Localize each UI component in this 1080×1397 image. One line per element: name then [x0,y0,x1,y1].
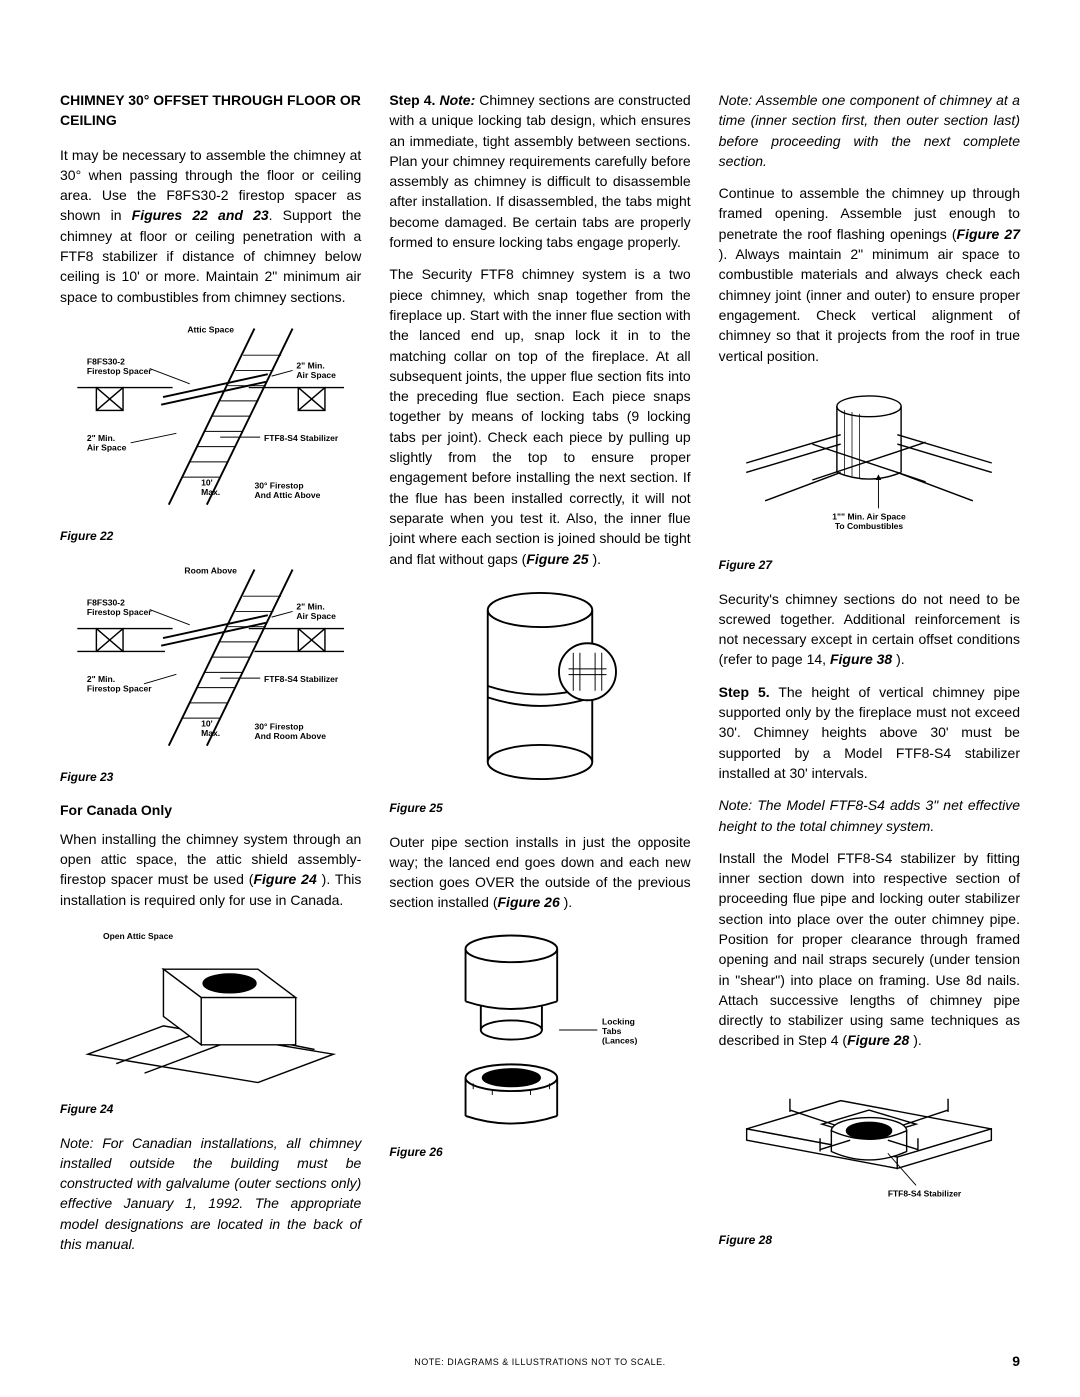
svg-text:30° Firestop: 30° Firestop [254,721,303,731]
column-3: Note: Assemble one component of chimney … [719,90,1020,1266]
canada-subheading: For Canada Only [60,800,361,820]
svg-text:2" Min.: 2" Min. [87,674,115,684]
figure-26-label: Figure 26 [389,1144,690,1161]
page-number: 9 [1012,1353,1020,1369]
svg-text:F8FS30-2: F8FS30-2 [87,597,125,607]
svg-text:Attic Space: Attic Space [187,324,234,334]
svg-text:FTF8-S4 Stabilizer: FTF8-S4 Stabilizer [264,674,339,684]
svg-text:FTF8-S4 Stabilizer: FTF8-S4 Stabilizer [264,433,339,443]
svg-text:And Attic Above: And Attic Above [254,490,320,500]
figure-27-diagram: 1"" Min. Air Space To Combustibles [719,378,1020,553]
paragraph: Outer pipe section installs in just the … [389,832,690,913]
figure-24-label: Figure 24 [60,1101,361,1118]
svg-text:Locking: Locking [602,1016,635,1026]
svg-text:Tabs: Tabs [602,1026,622,1036]
figure-24-diagram: Open Attic Space [60,922,361,1097]
svg-text:FTF8-S4 Stabilizer: FTF8-S4 Stabilizer [888,1188,962,1198]
svg-text:Air Space: Air Space [296,611,336,621]
svg-text:2" Min.: 2" Min. [296,360,324,370]
figure-28-diagram: FTF8-S4 Stabilizer [719,1063,1020,1228]
figure-23-label: Figure 23 [60,769,361,786]
svg-text:1"" Min. Air Space: 1"" Min. Air Space [833,512,907,522]
column-1: CHIMNEY 30° OFFSET THROUGH FLOOR OR CEIL… [60,90,361,1266]
svg-text:Air Space: Air Space [87,442,127,452]
svg-text:Open Attic Space: Open Attic Space [103,931,173,941]
note-paragraph: Note: The Model FTF8-S4 adds 3" net effe… [719,795,1020,836]
paragraph: When installing the chimney system throu… [60,829,361,910]
svg-text:And Room Above: And Room Above [254,731,326,741]
svg-text:Max.: Max. [201,487,220,497]
paragraph: Step 4. Note: Chimney sections are const… [389,90,690,252]
svg-text:Firestop Spacer: Firestop Spacer [87,366,152,376]
figure-25-label: Figure 25 [389,800,690,817]
paragraph: Continue to assemble the chimney up thro… [719,183,1020,366]
section-heading: CHIMNEY 30° OFFSET THROUGH FLOOR OR CEIL… [60,90,361,131]
svg-text:10': 10' [201,478,213,488]
figure-22-diagram: Attic Space [60,319,361,524]
column-2: Step 4. Note: Chimney sections are const… [389,90,690,1266]
figure-25-diagram [389,581,690,796]
canada-note: Note: For Canadian installations, all ch… [60,1133,361,1255]
note-paragraph: Note: Assemble one component of chimney … [719,90,1020,171]
svg-text:To Combustibles: To Combustibles [835,521,904,531]
svg-text:Room Above: Room Above [184,565,237,575]
figure-23-diagram: Room Above [60,560,361,765]
svg-text:(Lances): (Lances) [602,1035,637,1045]
svg-text:Firestop Spacer: Firestop Spacer [87,683,152,693]
paragraph: Security's chimney sections do not need … [719,589,1020,670]
footer-note: NOTE: DIAGRAMS & ILLUSTRATIONS NOT TO SC… [0,1357,1080,1367]
paragraph: Install the Model FTF8-S4 stabilizer by … [719,848,1020,1051]
svg-text:Air Space: Air Space [296,370,336,380]
svg-text:10': 10' [201,718,213,728]
svg-text:Max.: Max. [201,728,220,738]
page-layout: CHIMNEY 30° OFFSET THROUGH FLOOR OR CEIL… [60,90,1020,1266]
figure-26-diagram: Locking Tabs (Lances) [389,925,690,1140]
figure-27-label: Figure 27 [719,557,1020,574]
svg-text:2" Min.: 2" Min. [87,433,115,443]
svg-text:Firestop Spacer: Firestop Spacer [87,607,152,617]
svg-text:2" Min.: 2" Min. [296,601,324,611]
svg-text:F8FS30-2: F8FS30-2 [87,357,125,367]
figure-28-label: Figure 28 [719,1232,1020,1249]
figure-22-label: Figure 22 [60,528,361,545]
paragraph: The Security FTF8 chimney system is a tw… [389,264,690,568]
paragraph: It may be necessary to assemble the chim… [60,145,361,307]
paragraph: Step 5. The height of vertical chimney p… [719,682,1020,783]
svg-text:30° Firestop: 30° Firestop [254,480,303,490]
